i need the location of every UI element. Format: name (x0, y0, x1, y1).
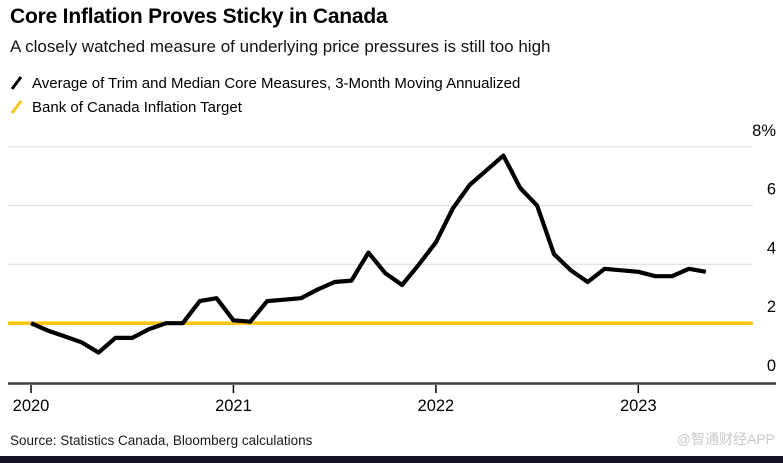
x-axis-tick-label: 2021 (215, 397, 252, 415)
line-swatch-icon (10, 76, 23, 90)
legend: Average of Trim and Median Core Measures… (10, 72, 520, 118)
x-axis-tick-label: 2023 (620, 397, 657, 415)
page-subtitle: A closely watched measure of underlying … (10, 37, 551, 56)
y-axis-tick-label: 8% (752, 122, 776, 140)
y-axis-tick-label: 6 (767, 181, 776, 199)
page-title: Core Inflation Proves Sticky in Canada (10, 5, 388, 28)
line-swatch-icon (10, 100, 23, 114)
series-line (30, 153, 707, 355)
y-axis-tick-label: 4 (767, 239, 776, 257)
watermark: @智通财经APP (676, 431, 775, 447)
y-axis-tick-label: 0 (767, 357, 776, 375)
y-axis-tick-label: 2 (767, 298, 776, 316)
legend-item-label: Bank of Canada Inflation Target (32, 98, 242, 116)
source-note: Source: Statistics Canada, Bloomberg cal… (10, 433, 313, 448)
legend-item-label: Average of Trim and Median Core Measures… (32, 74, 521, 92)
bottom-bar (0, 456, 783, 463)
legend-item-core-measures: Average of Trim and Median Core Measures… (10, 72, 520, 94)
x-axis-tick-label: 2022 (418, 397, 455, 415)
legend-item-inflation-target: Bank of Canada Inflation Target (10, 96, 520, 118)
x-axis-tick-label: 2020 (13, 397, 50, 415)
